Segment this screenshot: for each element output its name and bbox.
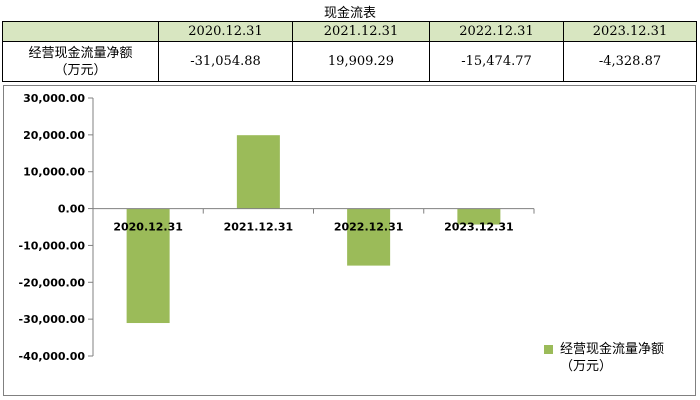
- x-tick-label: 2021.12.31: [224, 221, 294, 234]
- x-tick-label: 2023.12.31: [444, 221, 514, 234]
- x-tick-label: 2022.12.31: [334, 221, 404, 234]
- y-tick-label: -10,000.00: [19, 239, 86, 252]
- table-cell: -15,474.77: [429, 41, 564, 82]
- table-header-cell: 2022.12.31: [429, 21, 564, 42]
- table-cell: -4,328.87: [563, 41, 697, 82]
- bar: [236, 135, 280, 209]
- legend-label-line-1: 经营现金流量净额: [560, 342, 665, 357]
- y-tick-label: 30,000.00: [23, 92, 85, 105]
- y-tick-label: 0.00: [58, 203, 85, 216]
- table-header-row: 2020.12.31 2021.12.31 2022.12.31 2023.12…: [2, 21, 697, 42]
- bar: [347, 208, 391, 266]
- bar: [457, 208, 501, 225]
- legend-label-line-2: （万元）: [560, 359, 613, 374]
- legend: 经营现金流量净额 （万元）: [544, 341, 664, 375]
- table-header-cell: 2021.12.31: [292, 21, 430, 42]
- bar: [126, 208, 170, 324]
- chart-area: 30,000.00 20,000.00 10,000.00 0.00 -10,000.0…: [3, 85, 696, 396]
- row-label-line-1: 经营现金流量净额: [28, 45, 133, 61]
- table-title: 现金流表: [323, 6, 376, 21]
- bar-chart: 30,000.00 20,000.00 10,000.00 0.00 -10,000.0…: [19, 92, 535, 363]
- y-tick-label: 20,000.00: [23, 129, 85, 142]
- table-header-cell: 2023.12.31: [563, 21, 697, 42]
- legend-swatch: [544, 345, 553, 354]
- y-tick-label: 10,000.00: [23, 166, 85, 179]
- x-tick-label: 2020.12.31: [113, 221, 183, 234]
- row-label-line-2: （万元）: [54, 62, 107, 78]
- y-tick-label: -20,000.00: [19, 276, 86, 289]
- y-tick-label: -40,000.00: [19, 350, 86, 363]
- row-label: 经营现金流量净额 （万元）: [2, 41, 159, 82]
- table-cell: 19,909.29: [292, 41, 430, 82]
- table-row: 经营现金流量净额 （万元） -31,054.88 19,909.29 -15,4…: [2, 41, 697, 82]
- table-header-cell: [2, 21, 159, 42]
- cash-flow-table: 2020.12.31 2021.12.31 2022.12.31 2023.12…: [2, 21, 697, 82]
- table-cell: -31,054.88: [158, 41, 293, 82]
- y-tick-label: -30,000.00: [19, 313, 86, 326]
- table-header-cell: 2020.12.31: [158, 21, 293, 42]
